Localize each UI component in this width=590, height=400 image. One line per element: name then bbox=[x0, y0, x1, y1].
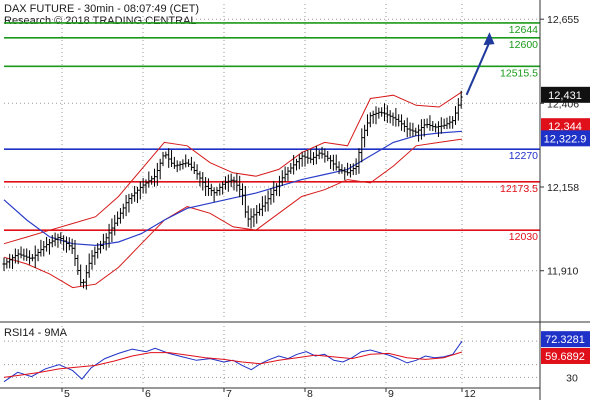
lower-band-line bbox=[3, 138, 463, 289]
projection-arrow-line bbox=[465, 41, 491, 96]
x-tick-label: 12 bbox=[464, 388, 476, 400]
y-tick-label: 12,655 bbox=[547, 14, 579, 26]
price-box-black-text: 12,431 bbox=[548, 90, 582, 102]
rsi-box-red-bg bbox=[541, 347, 590, 364]
y-tick-label: 12,158 bbox=[547, 182, 579, 194]
rsi-series-9ma bbox=[3, 351, 463, 378]
y-tick-label: 11,910 bbox=[547, 266, 578, 278]
price-box-blue-text: 12,322.9 bbox=[544, 133, 587, 145]
level-label-12270: 12270 bbox=[509, 150, 538, 162]
upper-band-line bbox=[3, 91, 463, 245]
price-box-black-bg bbox=[541, 86, 590, 103]
price-box-red-bg bbox=[541, 118, 590, 135]
rsi-box-blue-bg bbox=[541, 331, 590, 348]
level-label-12600: 12600 bbox=[509, 39, 538, 51]
x-tick-label: 7 bbox=[226, 388, 232, 400]
rsi-grid bbox=[4, 326, 540, 386]
level-label-12173-5: 12173.5 bbox=[500, 183, 538, 195]
x-tick-label: 6 bbox=[145, 388, 151, 400]
moving-average-line bbox=[3, 130, 463, 247]
price-box-red-text: 12,344 bbox=[548, 121, 582, 133]
chart-header-title: DAX FUTURE - 30min - 08:07:49 (CET) bbox=[4, 3, 199, 15]
rsi-lines bbox=[3, 340, 463, 383]
projection-arrow-head bbox=[483, 32, 495, 46]
bollinger-bands bbox=[3, 91, 463, 289]
chart-header-credit: Research © 2018 TRADING CENTRAL bbox=[4, 15, 197, 27]
rsi-box-blue-text: 72.3281 bbox=[545, 334, 585, 346]
main-grid bbox=[4, 4, 540, 318]
rsi-series-rsi14 bbox=[3, 340, 463, 383]
x-tick-label: 5 bbox=[64, 388, 70, 400]
price-candles bbox=[2, 32, 495, 290]
rsi-panel-label: RSI14 - 9MA bbox=[4, 327, 68, 339]
level-label-12030: 12030 bbox=[509, 231, 538, 243]
x-tick-label: 9 bbox=[388, 388, 394, 400]
price-levels: 12644 12600 12515.5 12270 12173.5 12030 bbox=[4, 22, 540, 243]
x-tick-label: 8 bbox=[307, 388, 313, 400]
rsi-y-tick-label: 30 bbox=[566, 372, 578, 384]
rsi-box-red-text: 59.6892 bbox=[545, 351, 585, 363]
level-label-12515-5: 12515.5 bbox=[500, 67, 538, 79]
price-box-blue-bg bbox=[541, 130, 590, 147]
level-label-12644: 12644 bbox=[509, 24, 538, 36]
